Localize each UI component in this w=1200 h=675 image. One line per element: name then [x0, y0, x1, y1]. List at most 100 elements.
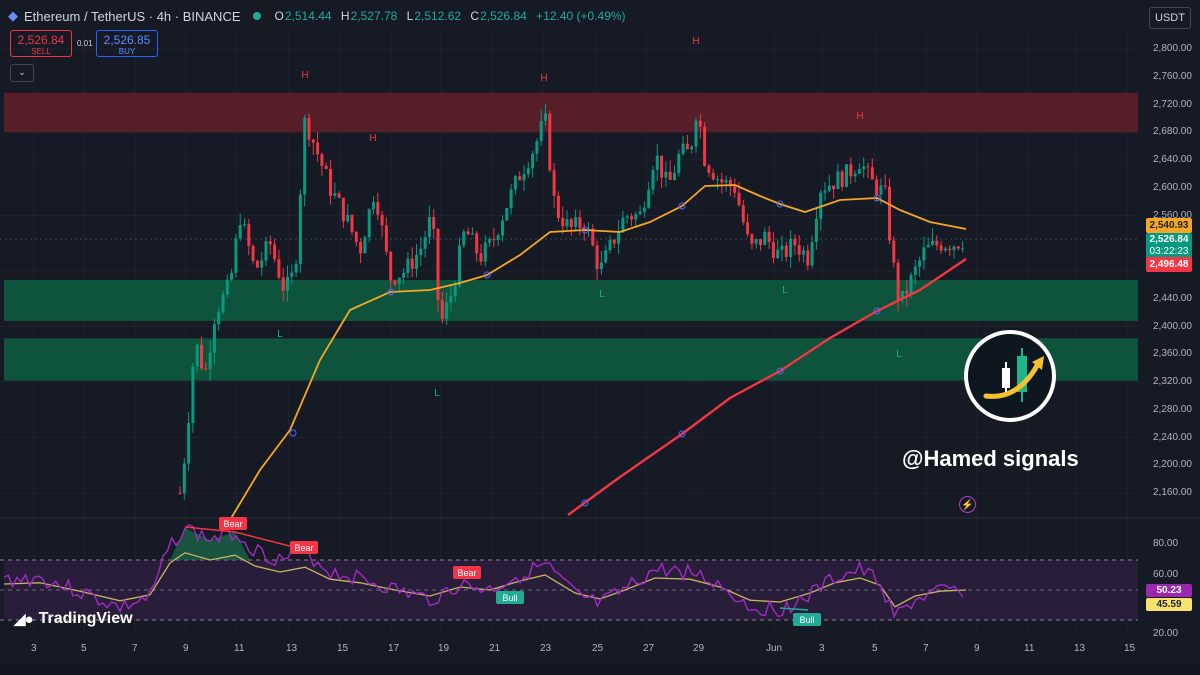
- candle: [913, 259, 917, 286]
- candle-body: [939, 245, 943, 251]
- candle: [943, 246, 947, 253]
- candle-body: [260, 260, 264, 268]
- candle-body: [720, 179, 724, 183]
- tradingview-logo[interactable]: ◢● TradingView: [14, 610, 133, 628]
- candle: [918, 256, 922, 277]
- candle: [367, 208, 371, 243]
- lightning-icon[interactable]: ⚡: [959, 496, 976, 513]
- time-tick: 21: [489, 643, 501, 654]
- candle: [389, 250, 393, 292]
- candle-body: [608, 239, 612, 251]
- buy-button[interactable]: 2,526.85 BUY: [96, 30, 158, 57]
- candle: [664, 161, 668, 187]
- candle: [268, 235, 272, 255]
- candle-body: [750, 234, 754, 244]
- bear-div-line: [184, 526, 236, 533]
- candle: [797, 235, 801, 262]
- candle-body: [673, 172, 676, 180]
- candle: [552, 162, 556, 208]
- candle: [548, 110, 552, 172]
- candle-body: [565, 219, 569, 227]
- candle: [836, 163, 840, 190]
- candle: [750, 233, 754, 250]
- supply-zone: [4, 92, 1138, 133]
- candle-body: [247, 224, 251, 246]
- candle-body: [823, 190, 827, 193]
- candle-body: [346, 214, 350, 222]
- candle-body: [363, 237, 367, 254]
- candle: [793, 234, 797, 256]
- candle: [243, 218, 246, 228]
- candle-body: [892, 240, 896, 263]
- candle: [591, 223, 595, 247]
- candle: [823, 181, 827, 201]
- candle: [526, 161, 530, 178]
- ohlc-values: O2,514.44 H2,527.78 L2,512.62 C2,526.84 …: [274, 9, 626, 23]
- candle-body: [630, 216, 633, 220]
- candle: [178, 485, 182, 495]
- candle-body: [230, 272, 234, 280]
- currency-selector[interactable]: USDT: [1149, 7, 1191, 29]
- candle: [952, 245, 956, 259]
- candle: [561, 206, 565, 235]
- candle-body: [402, 272, 406, 278]
- candle-body: [195, 344, 199, 367]
- symbol-title[interactable]: Ethereum / TetherUS · 4h · BINANCE: [24, 8, 241, 24]
- candle: [427, 205, 431, 245]
- candle-body: [591, 228, 595, 246]
- time-tick: 29: [693, 643, 705, 654]
- candle: [565, 210, 569, 230]
- time-tick: 25: [592, 643, 604, 654]
- candle: [763, 227, 767, 246]
- candle: [415, 243, 418, 278]
- collapse-toggle-icon[interactable]: ⌄: [10, 64, 34, 82]
- candle: [329, 160, 332, 205]
- ma-node: [873, 307, 881, 315]
- sell-button[interactable]: 2,526.84 SELL: [10, 30, 72, 57]
- candle: [260, 251, 264, 276]
- candle: [638, 205, 642, 216]
- candlesticks: [178, 103, 965, 500]
- time-tick: 5: [872, 643, 878, 654]
- candle-body: [776, 249, 780, 259]
- candle-body: [681, 143, 685, 154]
- candle-body: [354, 231, 358, 242]
- candle-body: [604, 250, 608, 263]
- buy-price: 2,526.85: [103, 33, 151, 47]
- candle: [728, 176, 732, 197]
- candle: [423, 230, 427, 258]
- ma-price-badge: 2,540.93: [1146, 218, 1192, 233]
- candle-body: [922, 247, 926, 261]
- candle: [827, 175, 831, 193]
- high-marker: H: [692, 36, 699, 47]
- candle-body: [634, 214, 638, 220]
- candle-body: [638, 211, 642, 215]
- candle: [195, 343, 199, 373]
- time-tick: 15: [337, 643, 349, 654]
- candle: [578, 210, 582, 236]
- candle: [677, 149, 681, 177]
- candle-body: [814, 218, 818, 242]
- candle: [290, 264, 294, 284]
- sell-label: SELL: [31, 47, 51, 56]
- candle-body: [625, 216, 629, 218]
- candle-body: [182, 463, 186, 494]
- candle-body: [225, 279, 229, 295]
- low-marker: L: [782, 285, 788, 296]
- candle: [754, 238, 758, 249]
- candle-body: [303, 118, 307, 195]
- candle: [406, 251, 410, 279]
- ma-node: [678, 430, 686, 438]
- candle-body: [462, 231, 466, 246]
- candle-body: [350, 214, 354, 232]
- candle: [685, 134, 689, 150]
- candle-body: [445, 302, 449, 319]
- high-marker: H: [540, 73, 547, 84]
- candle: [182, 457, 186, 500]
- candle: [359, 238, 363, 264]
- candle-body: [905, 290, 909, 295]
- candle-body: [961, 248, 965, 250]
- high-marker: H: [369, 133, 376, 144]
- candle: [716, 175, 719, 190]
